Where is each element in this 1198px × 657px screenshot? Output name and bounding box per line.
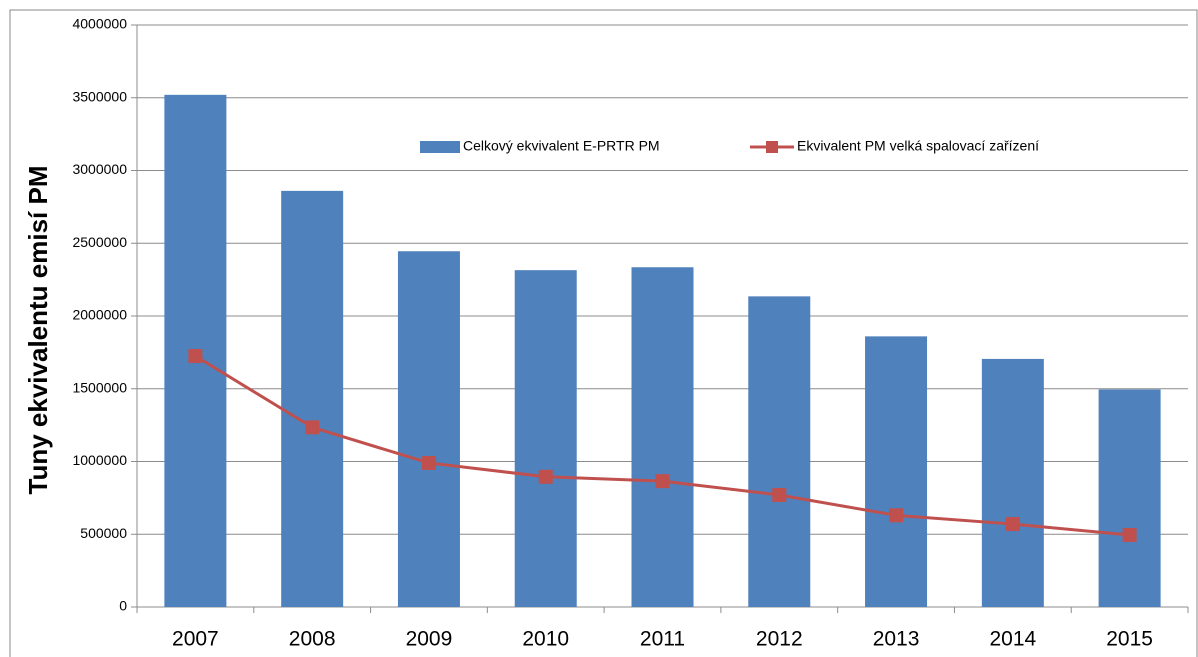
legend-label: Celkový ekvivalent E-PRTR PM [463, 138, 660, 154]
line-marker [772, 487, 787, 502]
y-tick-label: 1000000 [72, 452, 127, 468]
x-tick-label: 2014 [989, 628, 1036, 651]
x-tick-label: 2011 [640, 628, 685, 651]
bar [865, 336, 928, 607]
line-marker [1005, 517, 1020, 532]
y-tick-label: 2000000 [72, 307, 127, 323]
y-tick-label: 3500000 [72, 88, 127, 104]
bar [281, 190, 344, 607]
x-tick-label: 2015 [1106, 628, 1153, 651]
bar [397, 251, 460, 607]
line-marker [655, 474, 670, 489]
y-tick-label: 4000000 [72, 16, 127, 32]
bar [631, 267, 694, 607]
y-axis-label: Tuny ekvivalentu emisí PM [23, 166, 53, 495]
legend-swatch [420, 141, 460, 153]
legend-swatch [766, 141, 778, 153]
x-tick-label: 2008 [289, 628, 336, 651]
y-tick-label: 3000000 [72, 161, 127, 177]
line-marker [1122, 527, 1137, 542]
line-marker [305, 420, 320, 435]
x-tick-label: 2012 [756, 628, 803, 651]
legend-label: Ekvivalent PM velká spalovací zařízení [797, 138, 1039, 154]
x-tick-label: 2010 [522, 628, 569, 651]
line-marker [889, 508, 904, 523]
bar [748, 296, 811, 607]
x-tick-label: 2013 [873, 628, 920, 651]
y-tick-label: 1500000 [72, 379, 127, 395]
y-tick-label: 2500000 [72, 234, 127, 250]
x-tick-label: 2009 [406, 628, 453, 651]
bar [1098, 389, 1161, 607]
chart-frame [9, 9, 1198, 657]
line-marker [188, 349, 203, 364]
x-tick-label: 2007 [172, 628, 219, 651]
bar [981, 358, 1044, 607]
line-marker [538, 469, 553, 484]
line-marker [421, 455, 436, 470]
y-tick-label: 500000 [80, 525, 127, 541]
bar [514, 270, 577, 607]
y-tick-label: 0 [119, 598, 127, 614]
